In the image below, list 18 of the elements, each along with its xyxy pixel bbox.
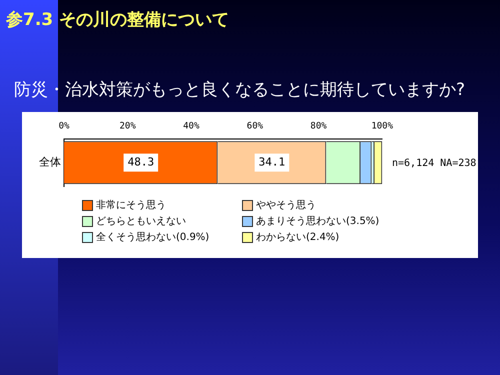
x-tick-label: 0% [58, 122, 70, 132]
chart-subtitle: 防災・治水対策がもっと良くなることに期待していますか? [14, 79, 466, 101]
x-tick-label: 60% [246, 122, 264, 132]
series-label: 非常にそう思う [96, 198, 166, 212]
legend-label: どちらともいえない [96, 215, 186, 228]
x-tick-label: 40% [183, 122, 200, 132]
x-tick-label: 20% [120, 122, 136, 132]
legend-label: あまりそう思わない(3.5%) [256, 215, 380, 228]
legend-label: ややそう思う [256, 199, 316, 212]
chart-title: 参7.3 その川の整備について [6, 9, 230, 31]
x-tick-label: 80% [310, 122, 328, 132]
x-tick-label: 100% [371, 122, 394, 132]
data-label: 34.1 [258, 155, 286, 168]
legend-label: 全くそう思わない(0.9%) [96, 231, 210, 244]
y-tick-label: 全体 [39, 155, 61, 168]
data-label: 48.3 [128, 155, 154, 168]
text: n=6,124 NA=238 [392, 158, 476, 169]
legend-label: わからない(2.4%) [256, 231, 340, 244]
